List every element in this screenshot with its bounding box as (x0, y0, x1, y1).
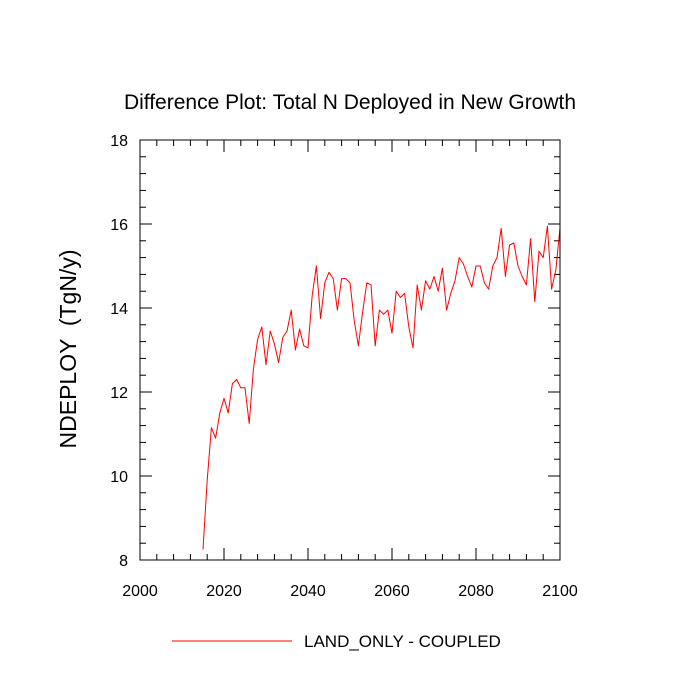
x-tick-label: 2100 (542, 583, 578, 600)
series-layer (202, 225, 561, 550)
y-tick-label: 18 (110, 133, 128, 150)
chart-title: Difference Plot: Total N Deployed in New… (124, 91, 576, 114)
legend-label: LAND_ONLY - COUPLED (304, 632, 501, 651)
y-tick-label: 8 (119, 553, 128, 570)
y-tick-label: 12 (110, 385, 128, 402)
y-tick-label: 10 (110, 469, 128, 486)
y-axis-label: NDEPLOY (TgN/y) (55, 250, 81, 449)
series-line (202, 225, 561, 550)
x-tick-label: 2000 (122, 583, 158, 600)
axis-ticks (139, 139, 561, 561)
legend: LAND_ONLY - COUPLED (172, 632, 501, 651)
x-tick-label: 2020 (206, 583, 242, 600)
x-tick-label: 2080 (458, 583, 494, 600)
x-tick-label: 2040 (290, 583, 326, 600)
x-tick-label: 2060 (374, 583, 410, 600)
y-tick-label: 16 (110, 217, 128, 234)
plot-frame (139, 139, 561, 561)
y-tick-label: 14 (110, 301, 128, 318)
tick-labels: 2000 2020 2040 2060 2080 2100 8 10 12 14 16 18 (110, 133, 578, 600)
